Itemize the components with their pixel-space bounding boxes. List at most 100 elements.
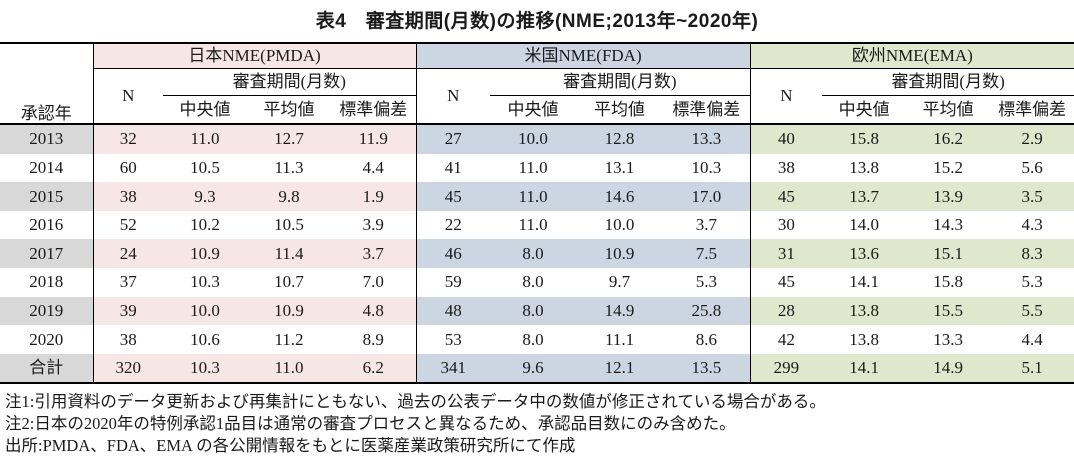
table-row: 2017 24 10.9 11.4 3.7 46 8.0 10.9 7.5 31… bbox=[0, 239, 1074, 268]
us-sd-cell: 8.6 bbox=[663, 325, 751, 354]
eu-median-cell: 13.8 bbox=[822, 296, 907, 326]
year-cell: 合計 bbox=[0, 353, 93, 384]
japan-median-cell: 10.5 bbox=[163, 153, 247, 183]
year-cell: 2017 bbox=[0, 239, 93, 268]
us-mean-cell: 14.9 bbox=[576, 296, 664, 326]
japan-mean-cell: 12.7 bbox=[247, 123, 331, 154]
eu-mean-cell: 16.2 bbox=[906, 123, 991, 154]
us-median-cell: 11.0 bbox=[490, 182, 577, 211]
japan-mean-cell: 9.8 bbox=[247, 182, 331, 211]
period-header-row: N 審査期間(月数) N 審査期間(月数) N 審査期間(月数) bbox=[0, 68, 1074, 124]
eu-sd-cell: 5.5 bbox=[990, 296, 1074, 326]
japan-sd-cell: 3.7 bbox=[331, 239, 417, 268]
eu-median-cell: 14.1 bbox=[822, 267, 907, 297]
us-median-cell: 9.6 bbox=[490, 353, 577, 384]
japan-sd-cell: 8.9 bbox=[331, 325, 417, 354]
japan-sd-cell: 6.2 bbox=[331, 353, 417, 384]
us-n-cell: 22 bbox=[415, 210, 491, 240]
eu-sd-cell: 3.5 bbox=[990, 182, 1074, 211]
page: 表4 審査期間(月数)の推移(NME;2013年~2020年) 承認年 日本NM… bbox=[0, 6, 1074, 457]
us-sd-cell: 3.7 bbox=[663, 210, 751, 240]
eu-median-cell: 15.8 bbox=[822, 123, 907, 154]
eu-n-cell: 45 bbox=[749, 182, 823, 211]
eu-mean-cell: 15.5 bbox=[906, 296, 991, 326]
stat-header-row: 中央値 平均値 標準偏差 中央値 平均値 標準偏差 中央値 平均値 標準偏差 bbox=[0, 95, 1074, 124]
eu-n-cell: 42 bbox=[749, 325, 823, 354]
year-cell: 2015 bbox=[0, 182, 93, 211]
eu-mean-cell: 15.2 bbox=[906, 153, 991, 183]
us-sd-header: 標準偏差 bbox=[663, 95, 751, 124]
eu-mean-cell: 13.3 bbox=[906, 325, 991, 354]
us-sd-cell: 10.3 bbox=[663, 153, 751, 183]
us-median-cell: 11.0 bbox=[490, 210, 577, 240]
japan-median-cell: 10.6 bbox=[163, 325, 247, 354]
table-header: 承認年 日本NME(PMDA) 米国NME(FDA) 欧州NME(EMA) N … bbox=[0, 43, 1074, 124]
us-median-cell: 10.0 bbox=[490, 123, 577, 154]
eu-median-header: 中央値 bbox=[822, 95, 907, 124]
japan-median-cell: 10.3 bbox=[163, 353, 247, 384]
group-header-row: 承認年 日本NME(PMDA) 米国NME(FDA) 欧州NME(EMA) bbox=[0, 43, 1074, 124]
japan-median-cell: 10.0 bbox=[163, 296, 247, 326]
year-cell: 2016 bbox=[0, 210, 93, 240]
eu-n-cell: 299 bbox=[749, 353, 823, 384]
japan-median-cell: 10.3 bbox=[163, 267, 247, 297]
us-mean-cell: 9.7 bbox=[576, 267, 664, 297]
year-cell: 2018 bbox=[0, 267, 93, 297]
japan-n-cell: 37 bbox=[92, 267, 163, 297]
footnote-2: 注2:日本の2020年の特例承認1品目は通常の審査プロセスと異なるため、承認品目… bbox=[5, 414, 736, 434]
us-median-cell: 8.0 bbox=[490, 239, 577, 268]
table-row: 2020 38 10.6 11.2 8.9 53 8.0 11.1 8.6 42… bbox=[0, 325, 1074, 354]
us-n-cell: 27 bbox=[415, 123, 491, 154]
table-row: 2014 60 10.5 11.3 4.4 41 11.0 13.1 10.3 … bbox=[0, 153, 1074, 183]
japan-median-cell: 10.9 bbox=[163, 239, 247, 268]
japan-n-cell: 60 bbox=[92, 153, 163, 183]
japan-mean-cell: 11.3 bbox=[247, 153, 331, 183]
us-median-cell: 8.0 bbox=[490, 325, 577, 354]
table-row: 2013 32 11.0 12.7 11.9 27 10.0 12.8 13.3… bbox=[0, 123, 1074, 154]
eu-n-cell: 45 bbox=[749, 267, 823, 297]
japan-sd-cell: 1.9 bbox=[331, 182, 417, 211]
eu-sd-cell: 5.6 bbox=[990, 153, 1074, 183]
group-header-us-fda: 米国NME(FDA) bbox=[415, 43, 751, 69]
japan-sd-cell: 3.9 bbox=[331, 210, 417, 240]
eu-sd-cell: 2.9 bbox=[990, 123, 1074, 154]
japan-mean-cell: 11.0 bbox=[247, 353, 331, 384]
group-header-japan-pmda: 日本NME(PMDA) bbox=[92, 43, 417, 69]
us-n-cell: 41 bbox=[415, 153, 491, 183]
us-n-cell: 53 bbox=[415, 325, 491, 354]
us-mean-cell: 13.1 bbox=[576, 153, 664, 183]
japan-sd-cell: 7.0 bbox=[331, 267, 417, 297]
eu-n-cell: 28 bbox=[749, 296, 823, 326]
eu-mean-header: 平均値 bbox=[906, 95, 991, 124]
eu-sd-header: 標準偏差 bbox=[990, 95, 1074, 124]
eu-median-cell: 13.8 bbox=[822, 325, 907, 354]
eu-n-cell: 40 bbox=[749, 123, 823, 154]
table-body: 2013 32 11.0 12.7 11.9 27 10.0 12.8 13.3… bbox=[0, 123, 1074, 384]
japan-mean-cell: 10.5 bbox=[247, 210, 331, 240]
japan-n-cell: 32 bbox=[92, 123, 163, 154]
japan-sd-header: 標準偏差 bbox=[331, 95, 417, 124]
japan-median-cell: 10.2 bbox=[163, 210, 247, 240]
us-mean-cell: 10.9 bbox=[576, 239, 664, 268]
review-period-table: 承認年 日本NME(PMDA) 米国NME(FDA) 欧州NME(EMA) N … bbox=[0, 42, 1074, 385]
japan-mean-cell: 10.7 bbox=[247, 267, 331, 297]
us-mean-cell: 11.1 bbox=[576, 325, 664, 354]
eu-sd-cell: 8.3 bbox=[990, 239, 1074, 268]
japan-mean-cell: 11.4 bbox=[247, 239, 331, 268]
japan-n-cell: 24 bbox=[92, 239, 163, 268]
japan-median-header: 中央値 bbox=[163, 95, 247, 124]
us-median-cell: 8.0 bbox=[490, 267, 577, 297]
eu-n-cell: 30 bbox=[749, 210, 823, 240]
footnotes: 注1:引用資料のデータ更新および再集計にともない、過去の公表データ中の数値が修正… bbox=[0, 391, 1074, 457]
eu-mean-cell: 15.1 bbox=[906, 239, 991, 268]
eu-n-cell: 31 bbox=[749, 239, 823, 268]
eu-mean-cell: 15.8 bbox=[906, 267, 991, 297]
table-title: 表4 審査期間(月数)の推移(NME;2013年~2020年) bbox=[315, 11, 759, 32]
eu-period-header: 審査期間(月数) bbox=[822, 68, 1074, 96]
eu-mean-cell: 14.9 bbox=[906, 353, 991, 384]
japan-n-cell: 38 bbox=[92, 182, 163, 211]
us-median-cell: 11.0 bbox=[490, 153, 577, 183]
table-row: 2019 39 10.0 10.9 4.8 48 8.0 14.9 25.8 2… bbox=[0, 296, 1074, 326]
table-row: 2018 37 10.3 10.7 7.0 59 8.0 9.7 5.3 45 … bbox=[0, 267, 1074, 297]
us-n-cell: 341 bbox=[415, 353, 491, 384]
